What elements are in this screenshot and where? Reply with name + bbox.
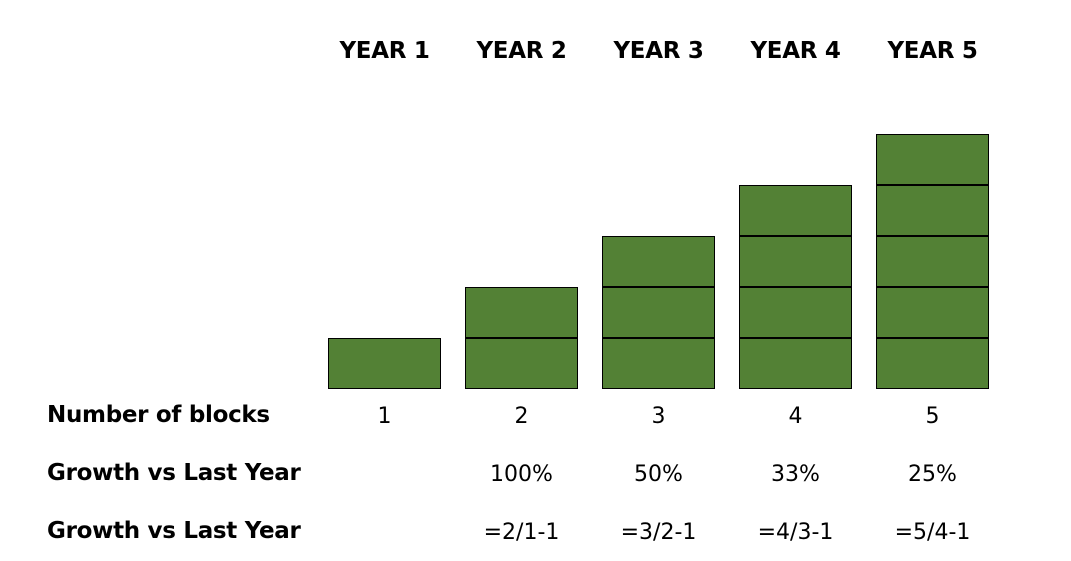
block-year-5-1 xyxy=(876,338,989,389)
block-year-4-3 xyxy=(739,236,852,287)
block-year-3-2 xyxy=(602,287,715,338)
formula-value-year-5: =5/4-1 xyxy=(894,520,971,545)
block-year-4-1 xyxy=(739,338,852,389)
block-year-2-2 xyxy=(465,287,578,338)
block-year-3-1 xyxy=(602,338,715,389)
year-2-header: YEAR 2 xyxy=(476,38,567,64)
number-of-blocks-label: Number of blocks xyxy=(47,402,270,428)
block-year-1-1 xyxy=(328,338,441,389)
blocks-value-year-1: 1 xyxy=(377,404,392,429)
blocks-value-year-4: 4 xyxy=(788,404,803,429)
block-year-3-3 xyxy=(602,236,715,287)
year-4-header: YEAR 4 xyxy=(750,38,841,64)
growth-value-year-2: 100% xyxy=(490,462,553,487)
block-year-4-4 xyxy=(739,185,852,236)
growth-value-year-4: 33% xyxy=(771,462,820,487)
year-5-header: YEAR 5 xyxy=(887,38,978,64)
blocks-value-year-3: 3 xyxy=(651,404,666,429)
block-year-5-2 xyxy=(876,287,989,338)
blocks-value-year-5: 5 xyxy=(925,404,940,429)
growth-value-year-5: 25% xyxy=(908,462,957,487)
growth-label: Growth vs Last Year xyxy=(47,460,301,486)
growth-value-year-3: 50% xyxy=(634,462,683,487)
formula-value-year-4: =4/3-1 xyxy=(757,520,834,545)
block-year-5-3 xyxy=(876,236,989,287)
year-1-header: YEAR 1 xyxy=(339,38,430,64)
formula-value-year-2: =2/1-1 xyxy=(483,520,560,545)
blocks-value-year-2: 2 xyxy=(514,404,529,429)
block-year-4-2 xyxy=(739,287,852,338)
block-year-5-5 xyxy=(876,134,989,185)
block-year-2-1 xyxy=(465,338,578,389)
year-3-header: YEAR 3 xyxy=(613,38,704,64)
growth-formula-label: Growth vs Last Year xyxy=(47,518,301,544)
block-year-5-4 xyxy=(876,185,989,236)
formula-value-year-3: =3/2-1 xyxy=(620,520,697,545)
